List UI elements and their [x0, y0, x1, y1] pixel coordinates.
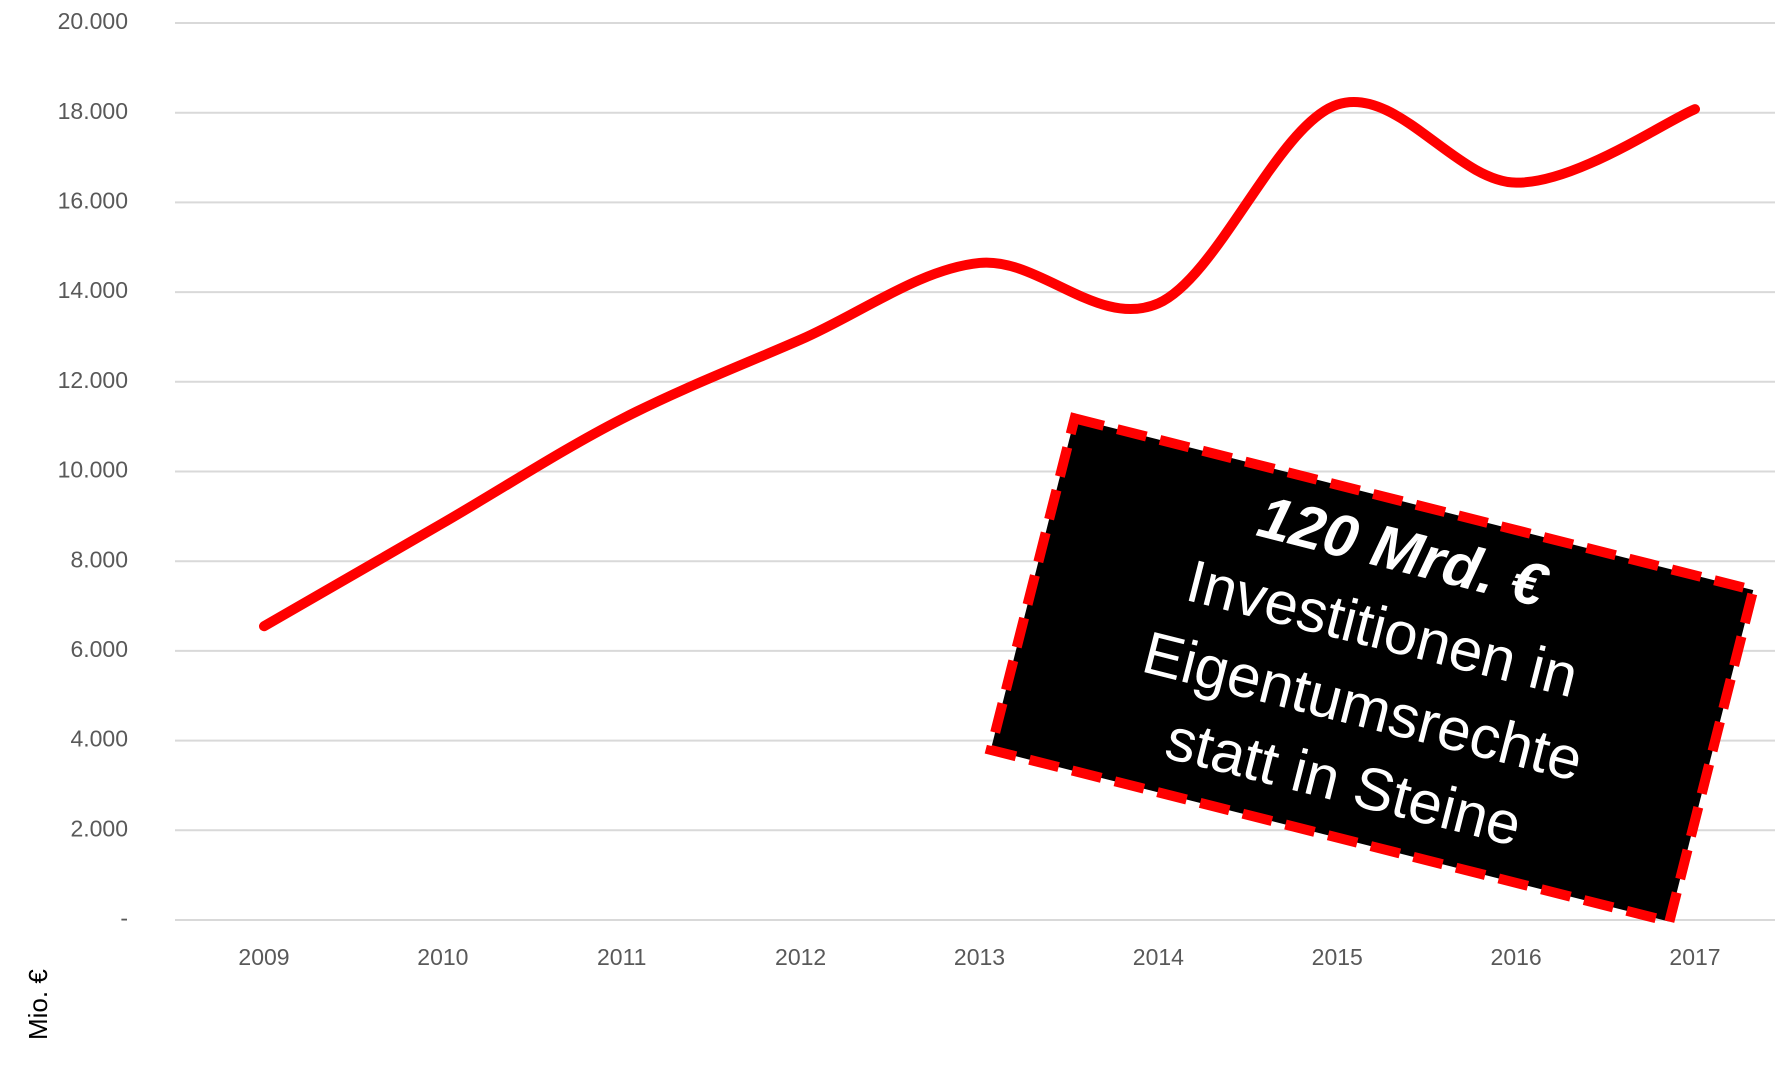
y-tick-label: 16.000	[58, 187, 128, 213]
y-tick-label: 20.000	[58, 8, 128, 34]
x-tick-label: 2017	[1669, 944, 1720, 970]
y-axis-label: Mio. €	[23, 969, 53, 1040]
x-tick-label: 2015	[1312, 944, 1363, 970]
y-tick-label: 12.000	[58, 367, 128, 393]
x-tick-label: 2016	[1491, 944, 1542, 970]
y-tick-label: 2.000	[70, 815, 128, 841]
y-tick-label: 4.000	[70, 726, 128, 752]
annotation: 120 Mrd. €Investitionen inEigentumsrecht…	[984, 412, 1760, 928]
line-series	[259, 97, 1700, 632]
annotation-box	[984, 412, 1760, 928]
y-tick-label: 6.000	[70, 636, 128, 662]
y-tick-label: 18.000	[58, 98, 128, 124]
x-tick-label: 2009	[238, 944, 289, 970]
x-tick-label: 2010	[417, 944, 468, 970]
x-tick-label: 2012	[775, 944, 826, 970]
y-tick-label: 10.000	[58, 457, 128, 483]
y-tick-label: 14.000	[58, 277, 128, 303]
y-tick-label: -	[120, 905, 128, 931]
x-tick-label: 2014	[1133, 944, 1184, 970]
y-tick-label: 8.000	[70, 546, 128, 572]
x-tick-label: 2011	[597, 944, 646, 970]
x-tick-label: 2013	[954, 944, 1005, 970]
